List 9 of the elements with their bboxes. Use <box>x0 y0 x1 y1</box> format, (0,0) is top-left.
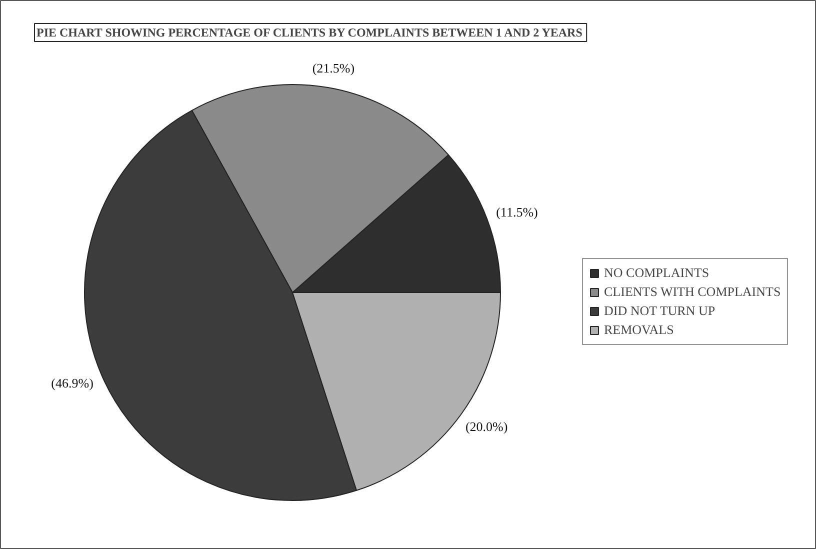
data-label: (20.0%) <box>465 419 508 434</box>
chart-title: PIE CHART SHOWING PERCENTAGE OF CLIENTS BY COMPLAINTS BETWEEN 1 AND 2 YEARS <box>36 26 583 40</box>
legend-label: NO COMPLAINTS <box>604 265 710 281</box>
data-label: (11.5%) <box>496 204 538 220</box>
legend-label: REMOVALS <box>604 322 674 338</box>
legend-label: CLIENTS WITH COMPLAINTS <box>604 284 781 300</box>
legend-label: DID NOT TURN UP <box>604 303 716 319</box>
data-label: (21.5%) <box>312 60 355 76</box>
data-label: (46.9%) <box>51 376 94 391</box>
